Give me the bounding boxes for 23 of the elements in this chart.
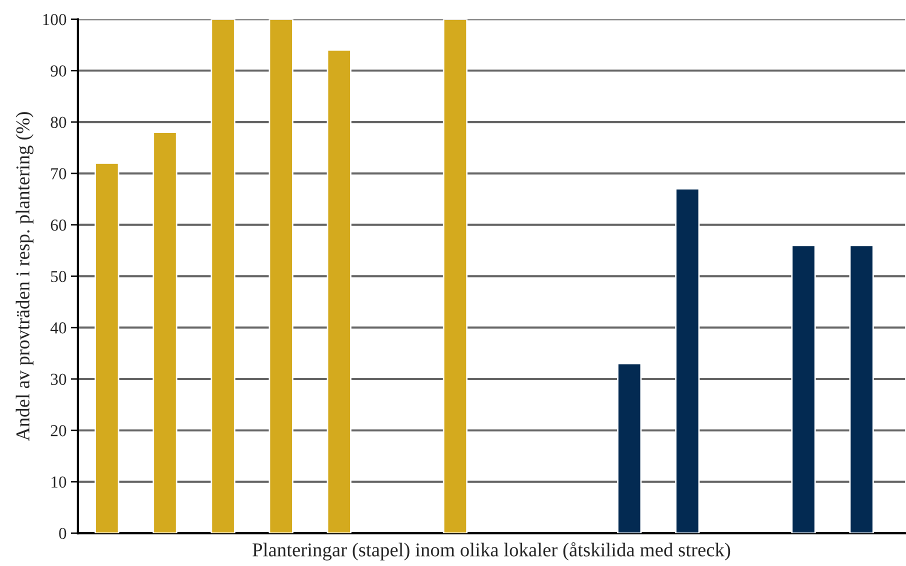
bar xyxy=(210,19,236,534)
y-axis-title: Andel av provträden i resp. plantering (%) xyxy=(16,112,34,441)
bar xyxy=(442,19,468,534)
bar xyxy=(791,244,816,534)
x-axis-title: Planteringar (stapel) inom olika lokaler (åtskilida med streck) xyxy=(252,542,730,560)
bar xyxy=(617,362,642,534)
bar xyxy=(152,132,178,534)
y-tick-label: 0 xyxy=(59,528,66,540)
y-tick-label: 10 xyxy=(52,476,66,488)
y-tick-label: 20 xyxy=(50,425,66,436)
y-tick-label: 40 xyxy=(50,322,66,334)
y-tick-label: 90 xyxy=(50,65,66,77)
bar xyxy=(675,188,700,534)
y-tick-label: 70 xyxy=(51,168,66,180)
y-tick-label: 50 xyxy=(51,270,66,282)
y-tick-label: 100 xyxy=(43,14,66,26)
y-tick-label: 80 xyxy=(50,116,66,128)
y-tick-label: 60 xyxy=(50,220,66,231)
bar xyxy=(849,244,874,534)
y-tick-label: 30 xyxy=(50,374,66,385)
bar xyxy=(94,162,120,534)
bar xyxy=(326,49,352,534)
bar xyxy=(268,19,294,534)
